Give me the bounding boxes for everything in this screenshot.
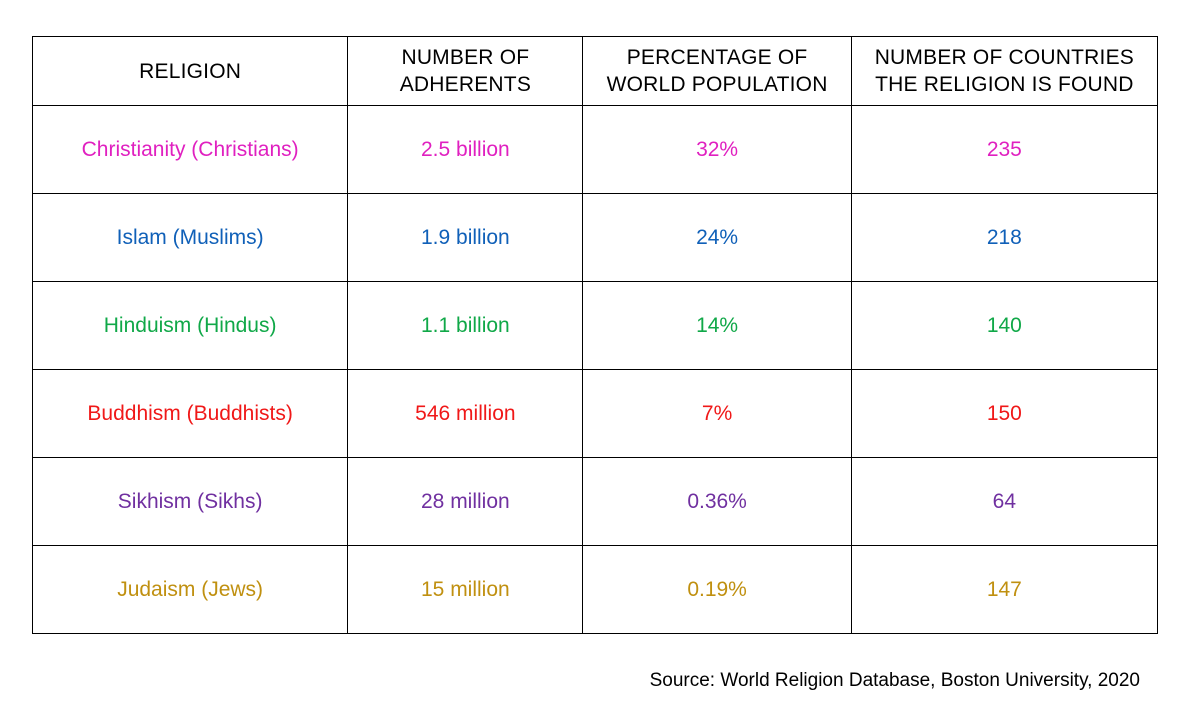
countries-cell: 147 xyxy=(850,545,1159,634)
adherents-cell: 15 million xyxy=(347,545,584,634)
header-adherents: NUMBER OF ADHERENTS xyxy=(347,36,584,106)
countries-cell: 64 xyxy=(850,457,1159,546)
religion-cell: Sikhism (Sikhs) xyxy=(31,457,349,546)
header-percentage-line-1: PERCENTAGE OF xyxy=(626,46,808,69)
table-header: RELIGION NUMBER OF ADHERENTS PERCENTAGE … xyxy=(31,36,1159,106)
adherents-cell: 1.1 billion xyxy=(347,281,584,370)
countries-cell: 150 xyxy=(850,369,1159,458)
table-row: Buddhism (Buddhists) 546 million 7% 150 xyxy=(31,369,1159,458)
header-adherents-line-2: ADHERENTS xyxy=(399,73,532,96)
adherents-cell: 546 million xyxy=(347,369,584,458)
religion-cell: Islam (Muslims) xyxy=(31,193,349,282)
percentage-cell: 7% xyxy=(582,369,852,458)
source-note: Source: World Religion Database, Boston … xyxy=(649,670,1140,691)
header-countries-line-1: NUMBER OF COUNTRIES xyxy=(874,46,1134,69)
religion-cell: Christianity (Christians) xyxy=(31,105,349,194)
percentage-cell: 14% xyxy=(582,281,852,370)
percentage-cell: 24% xyxy=(582,193,852,282)
header-adherents-line-1: NUMBER OF xyxy=(401,46,530,69)
countries-cell: 140 xyxy=(850,281,1159,370)
table-body: Christianity (Christians) 2.5 billion 32… xyxy=(31,105,1159,634)
religion-cell: Judaism (Jews) xyxy=(31,545,349,634)
table-row: Christianity (Christians) 2.5 billion 32… xyxy=(31,105,1159,194)
adherents-cell: 28 million xyxy=(347,457,584,546)
percentage-cell: 32% xyxy=(582,105,852,194)
percentage-cell: 0.19% xyxy=(582,545,852,634)
header-religion: RELIGION xyxy=(31,36,349,106)
header-row: RELIGION NUMBER OF ADHERENTS PERCENTAGE … xyxy=(31,36,1159,106)
religion-cell: Buddhism (Buddhists) xyxy=(31,369,349,458)
adherents-cell: 1.9 billion xyxy=(347,193,584,282)
header-percentage: PERCENTAGE OF WORLD POPULATION xyxy=(582,36,852,106)
countries-cell: 235 xyxy=(850,105,1159,194)
religion-statistics-table: RELIGION NUMBER OF ADHERENTS PERCENTAGE … xyxy=(31,36,1159,634)
header-countries: NUMBER OF COUNTRIES THE RELIGION IS FOUN… xyxy=(850,36,1159,106)
header-countries-line-2: THE RELIGION IS FOUND xyxy=(875,73,1134,96)
countries-cell: 218 xyxy=(850,193,1159,282)
header-religion-line: RELIGION xyxy=(139,59,242,83)
table-row: Judaism (Jews) 15 million 0.19% 147 xyxy=(31,545,1159,634)
religion-cell: Hinduism (Hindus) xyxy=(31,281,349,370)
percentage-cell: 0.36% xyxy=(582,457,852,546)
adherents-cell: 2.5 billion xyxy=(347,105,584,194)
table-row: Islam (Muslims) 1.9 billion 24% 218 xyxy=(31,193,1159,282)
table-row: Hinduism (Hindus) 1.1 billion 14% 140 xyxy=(31,281,1159,370)
header-percentage-line-2: WORLD POPULATION xyxy=(606,73,828,96)
table-row: Sikhism (Sikhs) 28 million 0.36% 64 xyxy=(31,457,1159,546)
